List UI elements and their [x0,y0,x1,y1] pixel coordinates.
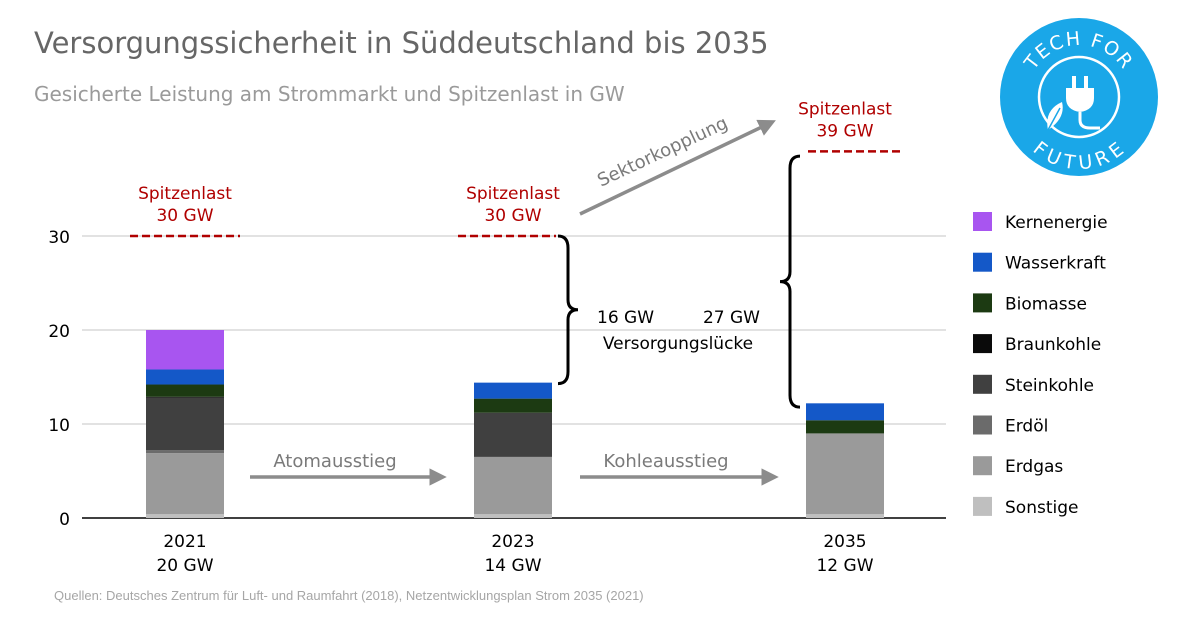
peak-load-value: 30 GW [484,206,541,226]
x-total-label: 12 GW [816,556,873,576]
bar-segment-sonstige [474,514,552,518]
y-tick-label: 20 [48,322,70,342]
legend-swatch-wasserkraft [973,252,992,272]
y-tick-label: 10 [48,416,70,436]
peak-load-value: 30 GW [156,206,213,226]
plug-icon [1066,76,1100,130]
legend-swatch-sonstige [973,496,992,516]
bar-segment-biomasse [806,420,884,434]
legend-label: Steinkohle [1005,376,1094,396]
legend-swatch-steinkohle [973,374,992,394]
bar-segment-wasserkraft [806,403,884,421]
x-tick-label: 2023 [491,532,534,552]
kohleausstieg-label: Kohleausstieg [603,451,728,472]
peak-load-value: 39 GW [816,121,873,141]
bar-segment-sonstige [146,514,224,518]
bar-segment-erdöl [146,450,224,454]
legend-swatch-biomasse [973,293,992,313]
supply-gap-label: Versorgungslücke [603,334,753,354]
x-tick-label: 2021 [163,532,206,552]
y-tick-label: 30 [48,228,70,248]
bar-segment-biomasse [146,384,224,397]
bar-segment-erdgas [474,456,552,515]
sektorkopplung-arrow [579,119,776,216]
peak-load-label: Spitzenlast [138,184,232,204]
chart-subtitle: Gesicherte Leistung am Strommarkt und Sp… [34,82,625,106]
leaf-icon [1047,102,1063,131]
bar-segment-steinkohle [474,412,552,457]
legend-swatch-kernenergie [973,212,992,231]
legend-label: Sonstige [1005,498,1078,518]
legend-swatch-erdgas [973,456,992,476]
legend-swatch-braunkohle [973,334,992,354]
source-note: Quellen: Deutsches Zentrum für Luft- und… [54,588,644,603]
supply-gap-2035-value: 27 GW [703,308,760,328]
atomausstieg-label: Atomausstieg [273,451,396,472]
bar-segment-kernenergie [146,330,224,370]
bar-segment-sonstige [806,514,884,518]
legend-label: Erdöl [1005,417,1048,437]
bar-segment-wasserkraft [474,382,552,399]
bar-segment-erdgas [806,433,884,515]
legend-label: Wasserkraft [1005,254,1106,274]
x-total-label: 14 GW [484,556,541,576]
legend-label: Erdgas [1005,457,1063,477]
supply-gap-brace-2023 [557,234,579,386]
bar-segment-erdgas [146,453,224,515]
bar-segment-steinkohle [146,397,224,451]
peak-load-label: Spitzenlast [466,184,560,204]
tech-for-future-logo: TECH FOR FUTURE [1000,18,1158,176]
bar-segment-biomasse [474,398,552,413]
peak-load-label: Spitzenlast [798,99,892,119]
legend-label: Biomasse [1005,294,1087,314]
legend-label: Kernenergie [1005,213,1108,233]
legend-swatch-erdöl [973,415,992,435]
chart-title: Versorgungssicherheit in Süddeutschland … [34,26,769,60]
bar-segment-wasserkraft [146,369,224,385]
bar-segment-braunkohle [146,396,224,398]
x-tick-label: 2035 [823,532,866,552]
y-tick-label: 0 [59,510,70,530]
supply-gap-brace-2035 [779,154,801,409]
supply-gap-2023-value: 16 GW [597,308,654,328]
legend-label: Braunkohle [1005,335,1101,355]
x-total-label: 20 GW [156,556,213,576]
